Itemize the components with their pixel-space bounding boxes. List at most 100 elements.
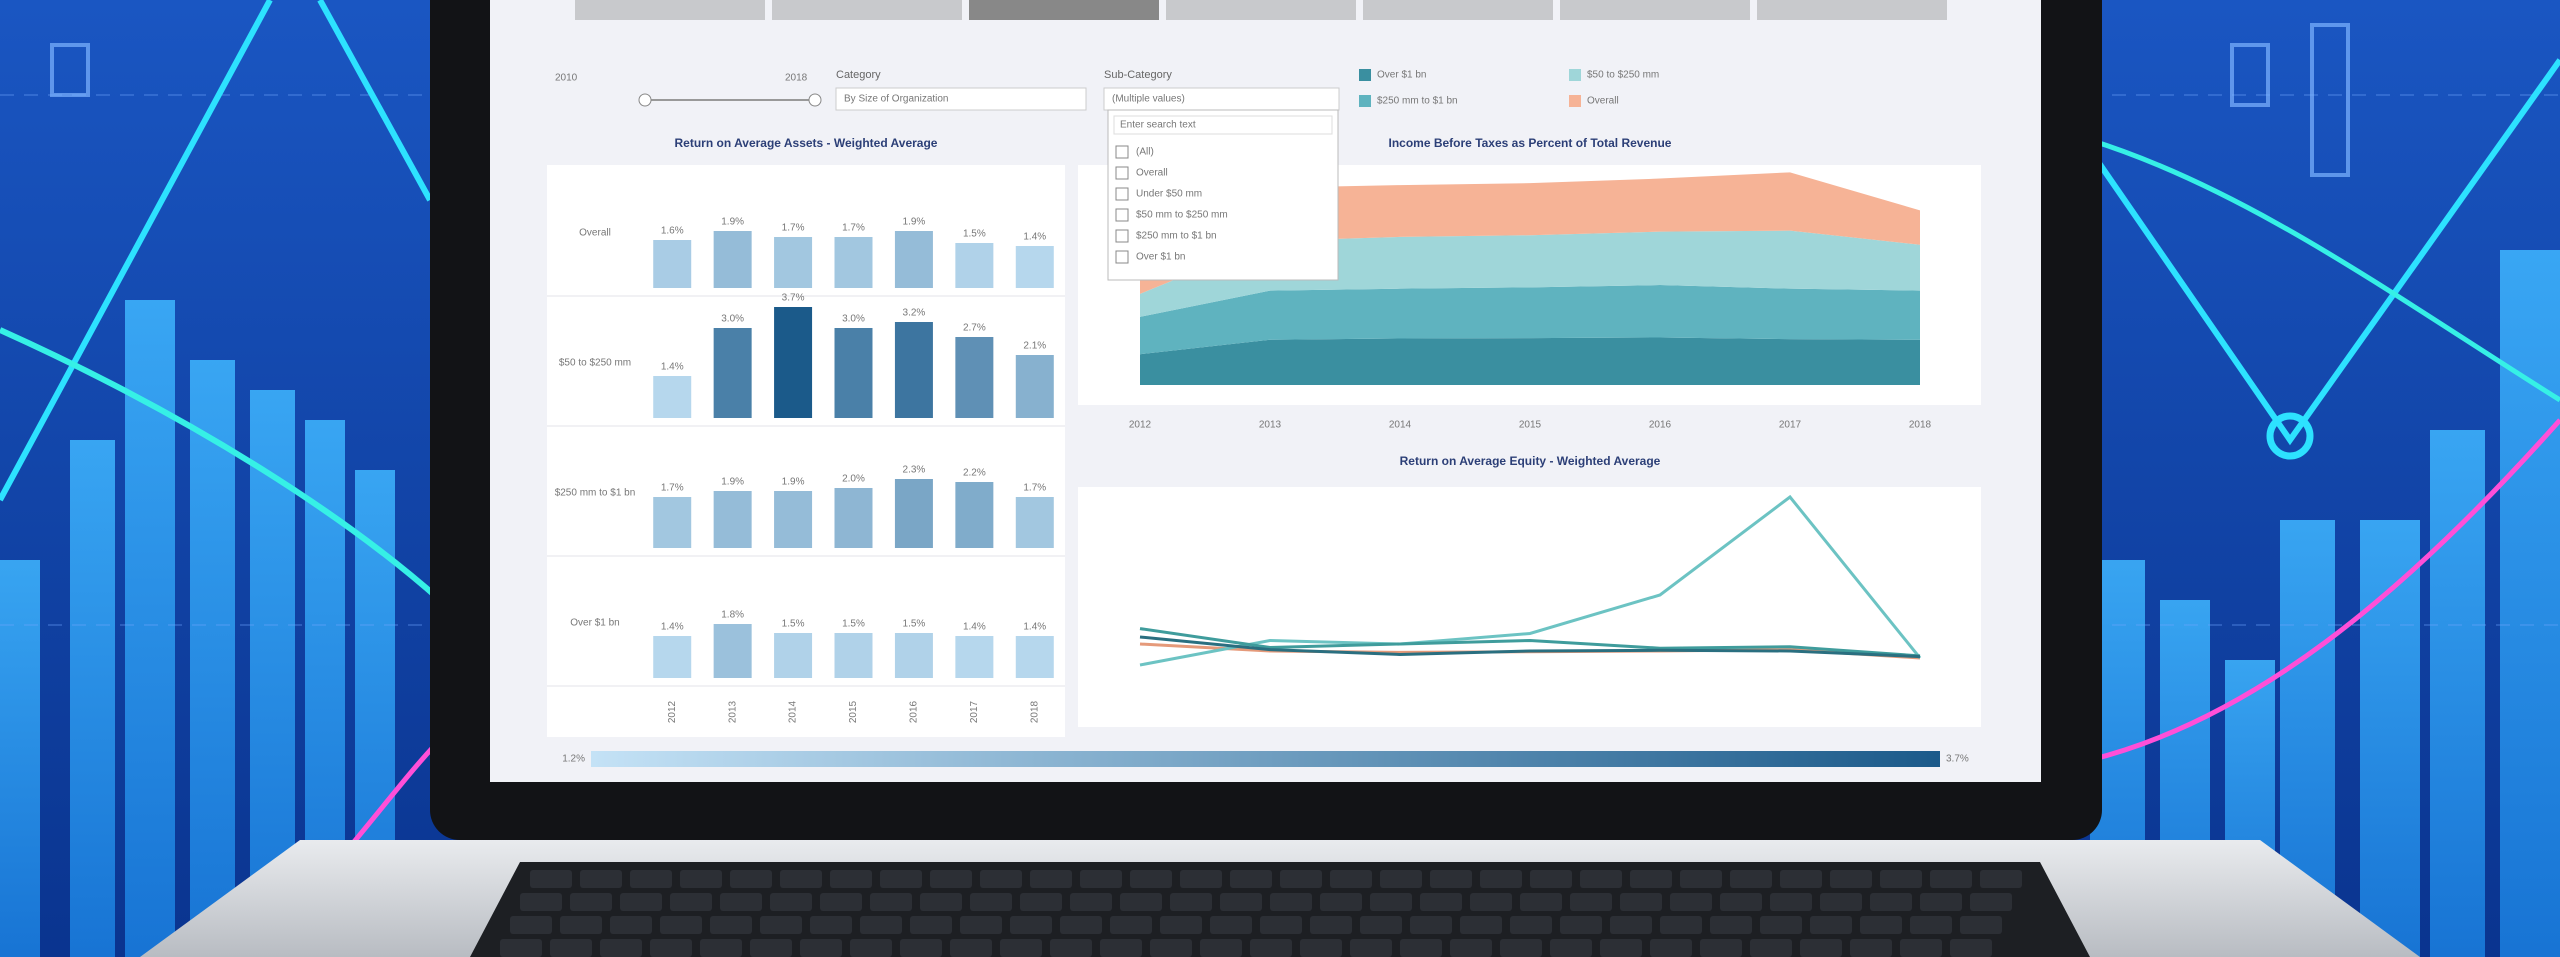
row-label: Overall [579, 228, 611, 239]
key [1770, 893, 1812, 911]
line [1139, 635, 1921, 659]
bar-label: 1.7% [782, 223, 805, 234]
key [1760, 916, 1802, 934]
checkbox[interactable] [1115, 208, 1129, 222]
deco-dot [2266, 412, 2314, 460]
key [1610, 916, 1652, 934]
checkbox[interactable] [1115, 187, 1129, 201]
bar-label: 1.4% [661, 362, 684, 373]
key [1950, 939, 1992, 957]
key [1330, 870, 1372, 888]
bar [774, 237, 813, 288]
key [1480, 870, 1522, 888]
bar-label: 2.7% [963, 323, 986, 334]
deco-column [2430, 430, 2485, 957]
key [700, 939, 742, 957]
key [800, 939, 842, 957]
tab[interactable] [575, 0, 765, 20]
category-dropdown[interactable] [835, 87, 1087, 111]
key [1620, 893, 1662, 911]
search-box[interactable] [1113, 115, 1333, 135]
subcategory-list: Enter search text (All) Overall Under $50 m… [1107, 109, 1339, 281]
bar [1015, 636, 1054, 678]
bar [713, 491, 752, 548]
legend-label: Overall [1587, 96, 1619, 107]
key [830, 870, 872, 888]
key [1430, 870, 1472, 888]
bar-label: 1.6% [661, 226, 684, 237]
key [1370, 893, 1412, 911]
key [860, 916, 902, 934]
bar [894, 322, 933, 418]
key [1960, 916, 2002, 934]
checkbox[interactable] [1115, 250, 1129, 264]
key [1520, 893, 1562, 911]
legend: Over $1 bn $250 mm to $1 bn $50 to $250 mm… [1359, 69, 1659, 107]
deco-column [2500, 250, 2560, 957]
tab[interactable] [1363, 0, 1553, 20]
tab[interactable] [1560, 0, 1750, 20]
x-tick-label: 2015 [848, 700, 859, 723]
bar-label: 2.1% [1023, 341, 1046, 352]
deco-line [2089, 418, 2560, 763]
color-scale-bar [591, 751, 1940, 767]
bar-label: 1.7% [842, 223, 865, 234]
key [1420, 893, 1462, 911]
bar-label: 1.7% [661, 483, 684, 494]
key [1800, 939, 1842, 957]
key [1810, 916, 1852, 934]
key [1600, 939, 1642, 957]
tab[interactable] [969, 0, 1159, 20]
checkbox[interactable] [1115, 145, 1129, 159]
key [850, 939, 892, 957]
option-label: $50 mm to $250 mm [1136, 210, 1228, 221]
key [1720, 893, 1762, 911]
key [960, 916, 1002, 934]
slider-handle[interactable] [808, 93, 822, 107]
key [1570, 893, 1612, 911]
key [1020, 893, 1062, 911]
key [1470, 893, 1512, 911]
key [1180, 870, 1222, 888]
key [1850, 939, 1892, 957]
bar-label: 2.2% [963, 468, 986, 479]
key [1400, 939, 1442, 957]
bar-label: 1.9% [721, 477, 744, 488]
key [970, 893, 1012, 911]
deco-line [0, 327, 442, 603]
tab[interactable] [772, 0, 962, 20]
checkbox[interactable] [1115, 166, 1129, 180]
key [500, 939, 542, 957]
key [1730, 870, 1772, 888]
slider-handle[interactable] [638, 93, 652, 107]
key [1510, 916, 1552, 934]
checkbox[interactable] [1115, 229, 1129, 243]
x-tick-label: 2017 [1779, 420, 1802, 431]
key [1310, 916, 1352, 934]
bar [894, 479, 933, 548]
year-end: 2018 [785, 73, 808, 84]
bar [955, 337, 994, 418]
tab[interactable] [1166, 0, 1356, 20]
key [780, 870, 822, 888]
category-value: By Size of Organization [844, 94, 949, 105]
key [1120, 893, 1162, 911]
bar [834, 488, 873, 548]
key [1080, 870, 1122, 888]
keys [500, 870, 2022, 957]
subcategory-label: Sub-Category [1104, 69, 1172, 81]
option-label: (All) [1136, 147, 1154, 158]
key [1380, 870, 1422, 888]
line [1139, 494, 1922, 667]
deco-candle [2310, 23, 2350, 177]
deco-line [2089, 137, 2560, 403]
bar-label: 1.7% [1023, 483, 1046, 494]
key [1750, 939, 1792, 957]
bar-label: 1.9% [782, 477, 805, 488]
key [1100, 939, 1142, 957]
deco-column [125, 300, 175, 957]
bar-label: 1.9% [903, 217, 926, 228]
tab[interactable] [1757, 0, 1947, 20]
key [1830, 870, 1872, 888]
